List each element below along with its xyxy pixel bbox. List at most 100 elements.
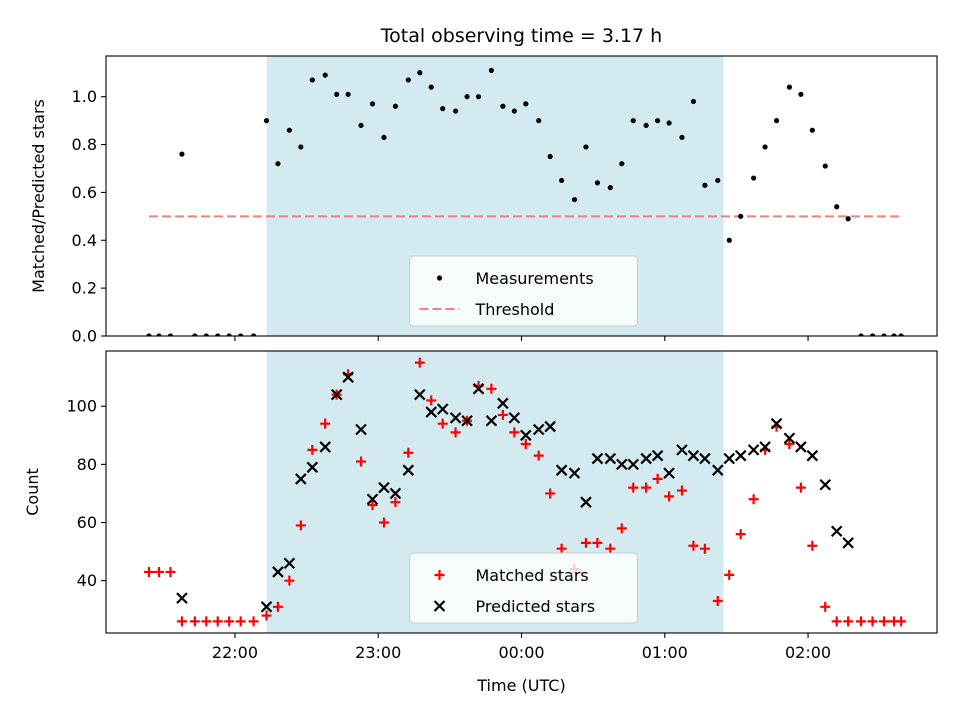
- data-point: [307, 444, 318, 455]
- y-tick-label: 0.6: [72, 183, 97, 202]
- data-point: [520, 429, 532, 442]
- data-point: [189, 616, 200, 627]
- data-point: [508, 412, 521, 424]
- data-point: [699, 452, 711, 465]
- data-point: [165, 566, 176, 577]
- data-point: [426, 395, 437, 406]
- data-point: [356, 456, 367, 467]
- data-point: [428, 84, 434, 90]
- data-point: [536, 118, 542, 124]
- legend-marker: [434, 570, 445, 580]
- data-point: [143, 566, 154, 577]
- data-point: [154, 566, 165, 577]
- data-point: [822, 163, 828, 169]
- data-point: [414, 357, 425, 368]
- data-point: [594, 180, 601, 186]
- data-point: [676, 485, 687, 496]
- data-point: [735, 529, 746, 540]
- x-axis-label: Time (UTC): [476, 676, 565, 695]
- legend-entry: Matched stars: [476, 566, 589, 585]
- data-point: [319, 441, 331, 453]
- data-point: [663, 467, 675, 479]
- data-point: [192, 333, 198, 336]
- data-point: [250, 333, 257, 336]
- data-point: [643, 122, 649, 129]
- y-tick-label: 40: [77, 571, 97, 590]
- data-point: [616, 523, 627, 534]
- legend: Measurements Threshold: [409, 255, 638, 327]
- data-point: [369, 101, 376, 107]
- data-point: [723, 452, 736, 465]
- y-tick-label: 100: [66, 397, 97, 416]
- data-point: [547, 153, 553, 160]
- data-point: [651, 449, 664, 462]
- series-measurements: [146, 67, 904, 336]
- data-point: [509, 427, 520, 438]
- data-point: [295, 473, 307, 485]
- data-point: [607, 185, 613, 191]
- legend-marker: [433, 600, 446, 612]
- data-point: [226, 333, 232, 336]
- data-point: [738, 213, 744, 219]
- data-point: [176, 616, 187, 627]
- data-point: [679, 134, 685, 140]
- y-tick-label: 60: [77, 513, 97, 532]
- data-point: [806, 449, 819, 462]
- data-point: [284, 575, 295, 586]
- data-point: [500, 103, 506, 109]
- data-point: [283, 557, 296, 570]
- data-point: [751, 175, 757, 181]
- data-point: [322, 72, 328, 78]
- data-point: [298, 144, 304, 150]
- bottom-panel: 40 60 80 100 22:00 23:00 00:00 01:00 02:00 Count T…: [23, 350, 938, 695]
- data-point: [275, 161, 281, 167]
- data-point: [156, 333, 162, 336]
- y-tick-label: 0.0: [72, 327, 97, 346]
- data-point: [858, 333, 864, 336]
- data-point: [485, 414, 498, 427]
- legend-box: [409, 552, 638, 624]
- data-point: [201, 616, 212, 627]
- data-point: [712, 596, 723, 607]
- chart-title: Total observing time = 3.17 h: [380, 25, 662, 47]
- data-point: [834, 204, 840, 210]
- data-point: [392, 103, 399, 109]
- data-point: [627, 458, 640, 471]
- plot-area: [146, 67, 904, 336]
- y-tick-label: 0.4: [72, 231, 97, 250]
- data-point: [712, 464, 724, 476]
- data-point: [747, 444, 760, 456]
- data-point: [405, 77, 411, 83]
- data-point: [580, 496, 592, 508]
- data-point: [342, 371, 354, 383]
- data-point: [655, 118, 661, 124]
- data-point: [464, 94, 470, 100]
- data-point: [248, 616, 259, 627]
- data-point: [605, 543, 616, 554]
- data-point: [715, 177, 721, 184]
- data-point: [773, 118, 780, 124]
- data-point: [488, 67, 495, 73]
- data-point: [556, 543, 567, 554]
- data-point: [831, 616, 842, 627]
- x-tick-label: 00:00: [498, 643, 544, 662]
- data-point: [896, 616, 907, 627]
- data-point: [403, 447, 414, 458]
- data-point: [440, 106, 446, 112]
- data-point: [390, 497, 401, 508]
- data-point: [358, 122, 364, 129]
- data-point: [224, 616, 235, 627]
- plot-area: [143, 357, 907, 627]
- data-point: [555, 464, 568, 476]
- data-point: [345, 91, 351, 97]
- data-point: [783, 432, 796, 444]
- data-point: [437, 418, 448, 429]
- data-point: [436, 403, 449, 415]
- data-point: [619, 161, 625, 167]
- data-point: [450, 427, 461, 438]
- data-point: [591, 452, 604, 465]
- data-point: [724, 569, 735, 580]
- y-axis-label: Count: [23, 468, 42, 516]
- y-tick-label: 80: [77, 455, 97, 474]
- data-point: [628, 482, 639, 493]
